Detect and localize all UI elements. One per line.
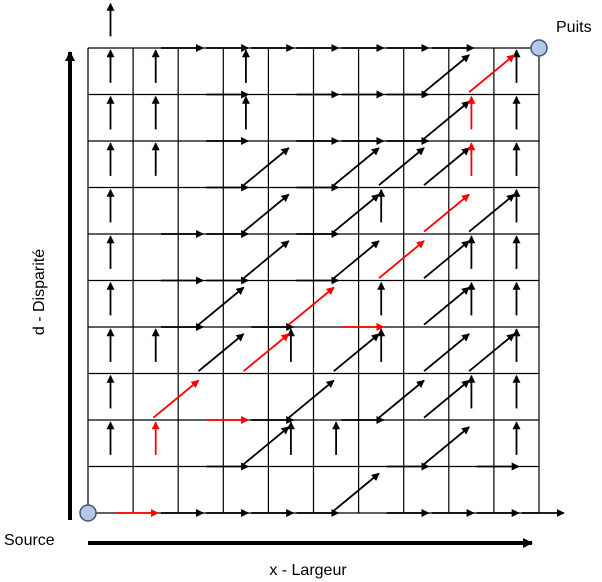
y-axis-label: d - Disparité xyxy=(31,249,48,335)
arrow xyxy=(378,147,425,186)
arrow xyxy=(333,240,380,279)
arrow xyxy=(243,193,290,233)
path-arrow xyxy=(378,240,425,279)
arrow xyxy=(468,193,515,233)
arrow xyxy=(243,147,290,186)
x-axis-label: x - Largeur xyxy=(269,562,347,579)
optimal-path xyxy=(116,54,515,517)
arrow xyxy=(423,426,470,465)
path-arrow xyxy=(288,286,335,326)
source-label: Source xyxy=(4,532,55,549)
source-node xyxy=(79,504,97,522)
arrow xyxy=(243,240,290,279)
arrow xyxy=(333,333,380,372)
arrow xyxy=(423,333,470,372)
arrow xyxy=(468,333,515,372)
arrow xyxy=(333,147,380,186)
arrow xyxy=(423,54,470,93)
arrow xyxy=(423,286,470,326)
arrow xyxy=(197,333,245,372)
arrow xyxy=(378,379,425,419)
arrow xyxy=(423,100,470,140)
arrow xyxy=(423,379,470,419)
arrow xyxy=(243,426,290,465)
sink-label: Puits xyxy=(556,19,592,36)
arrow xyxy=(197,286,245,326)
arrow-field xyxy=(106,2,565,517)
arrow xyxy=(423,240,470,279)
sink-node xyxy=(530,39,548,57)
path-arrow xyxy=(468,54,515,93)
path-arrow xyxy=(423,193,470,233)
arrow xyxy=(288,379,335,419)
arrow xyxy=(423,147,470,186)
arrow xyxy=(333,193,380,233)
arrow xyxy=(333,472,380,512)
path-arrow xyxy=(243,333,290,372)
path-arrow xyxy=(152,379,200,419)
